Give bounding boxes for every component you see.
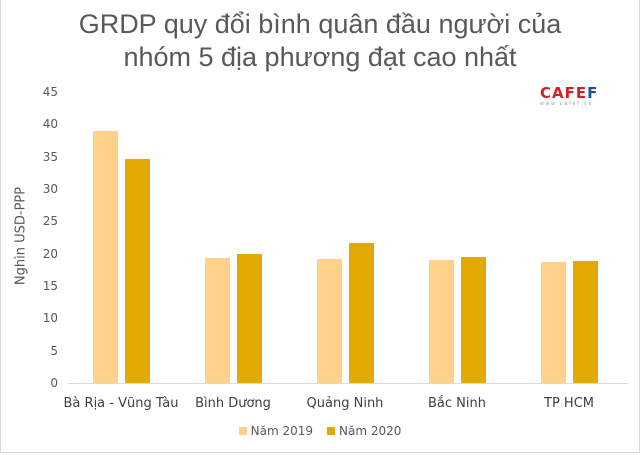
x-tick-label: Bà Rịa - Vũng Tàu — [63, 396, 179, 411]
logo-text: CAFEF — [540, 84, 599, 102]
legend-item: Năm 2019 — [238, 424, 313, 438]
legend-label: Năm 2019 — [250, 424, 313, 438]
legend: Năm 2019 Năm 2020 — [0, 424, 640, 438]
legend-swatch-icon — [327, 427, 335, 435]
y-tick-label: 20 — [42, 246, 58, 261]
bar-2019 — [204, 258, 230, 383]
bar-2020 — [572, 260, 598, 383]
legend-item: Năm 2020 — [327, 424, 401, 438]
chart-title: GRDP quy đổi bình quân đầu người của nhó… — [0, 8, 640, 74]
bar-2019 — [316, 258, 342, 383]
plot-area — [68, 92, 628, 383]
bar-2019 — [540, 262, 566, 383]
y-tick-label: 15 — [42, 279, 58, 293]
legend-label: Năm 2020 — [339, 424, 402, 438]
x-axis-line — [68, 383, 628, 384]
logo-subtext: www.cafef.vn — [540, 101, 594, 107]
y-tick-label: 10 — [42, 311, 58, 326]
bar-2020 — [348, 243, 374, 383]
cafef-logo: CAFEF www.cafef.vn — [540, 84, 635, 108]
x-tick-label: Bình Dương — [195, 396, 271, 411]
bar-2020 — [124, 159, 150, 383]
bar-2019 — [428, 260, 454, 383]
x-tick-label: Bắc Ninh — [428, 396, 486, 411]
y-tick-label: 0 — [50, 376, 58, 390]
y-tick-label: 45 — [42, 85, 58, 99]
y-tick-label: 40 — [42, 117, 58, 132]
y-tick-label: 5 — [50, 343, 58, 358]
bar-2020 — [236, 254, 262, 383]
y-tick-label: 30 — [42, 182, 58, 196]
chart-title-line-2: nhóm 5 địa phương đạt cao nhất — [123, 42, 517, 72]
chart-title-line-1: GRDP quy đổi bình quân đầu người của — [78, 9, 562, 39]
legend-swatch-icon — [238, 427, 247, 435]
x-tick-label: TP HCM — [544, 396, 594, 411]
bar-2019 — [92, 131, 118, 383]
y-tick-label: 35 — [42, 149, 58, 164]
y-tick-label: 25 — [42, 214, 58, 229]
y-axis-label: Nghìn USD-PPP — [13, 186, 29, 286]
bar-2020 — [460, 256, 486, 383]
x-tick-label: Quảng Ninh — [306, 396, 384, 411]
